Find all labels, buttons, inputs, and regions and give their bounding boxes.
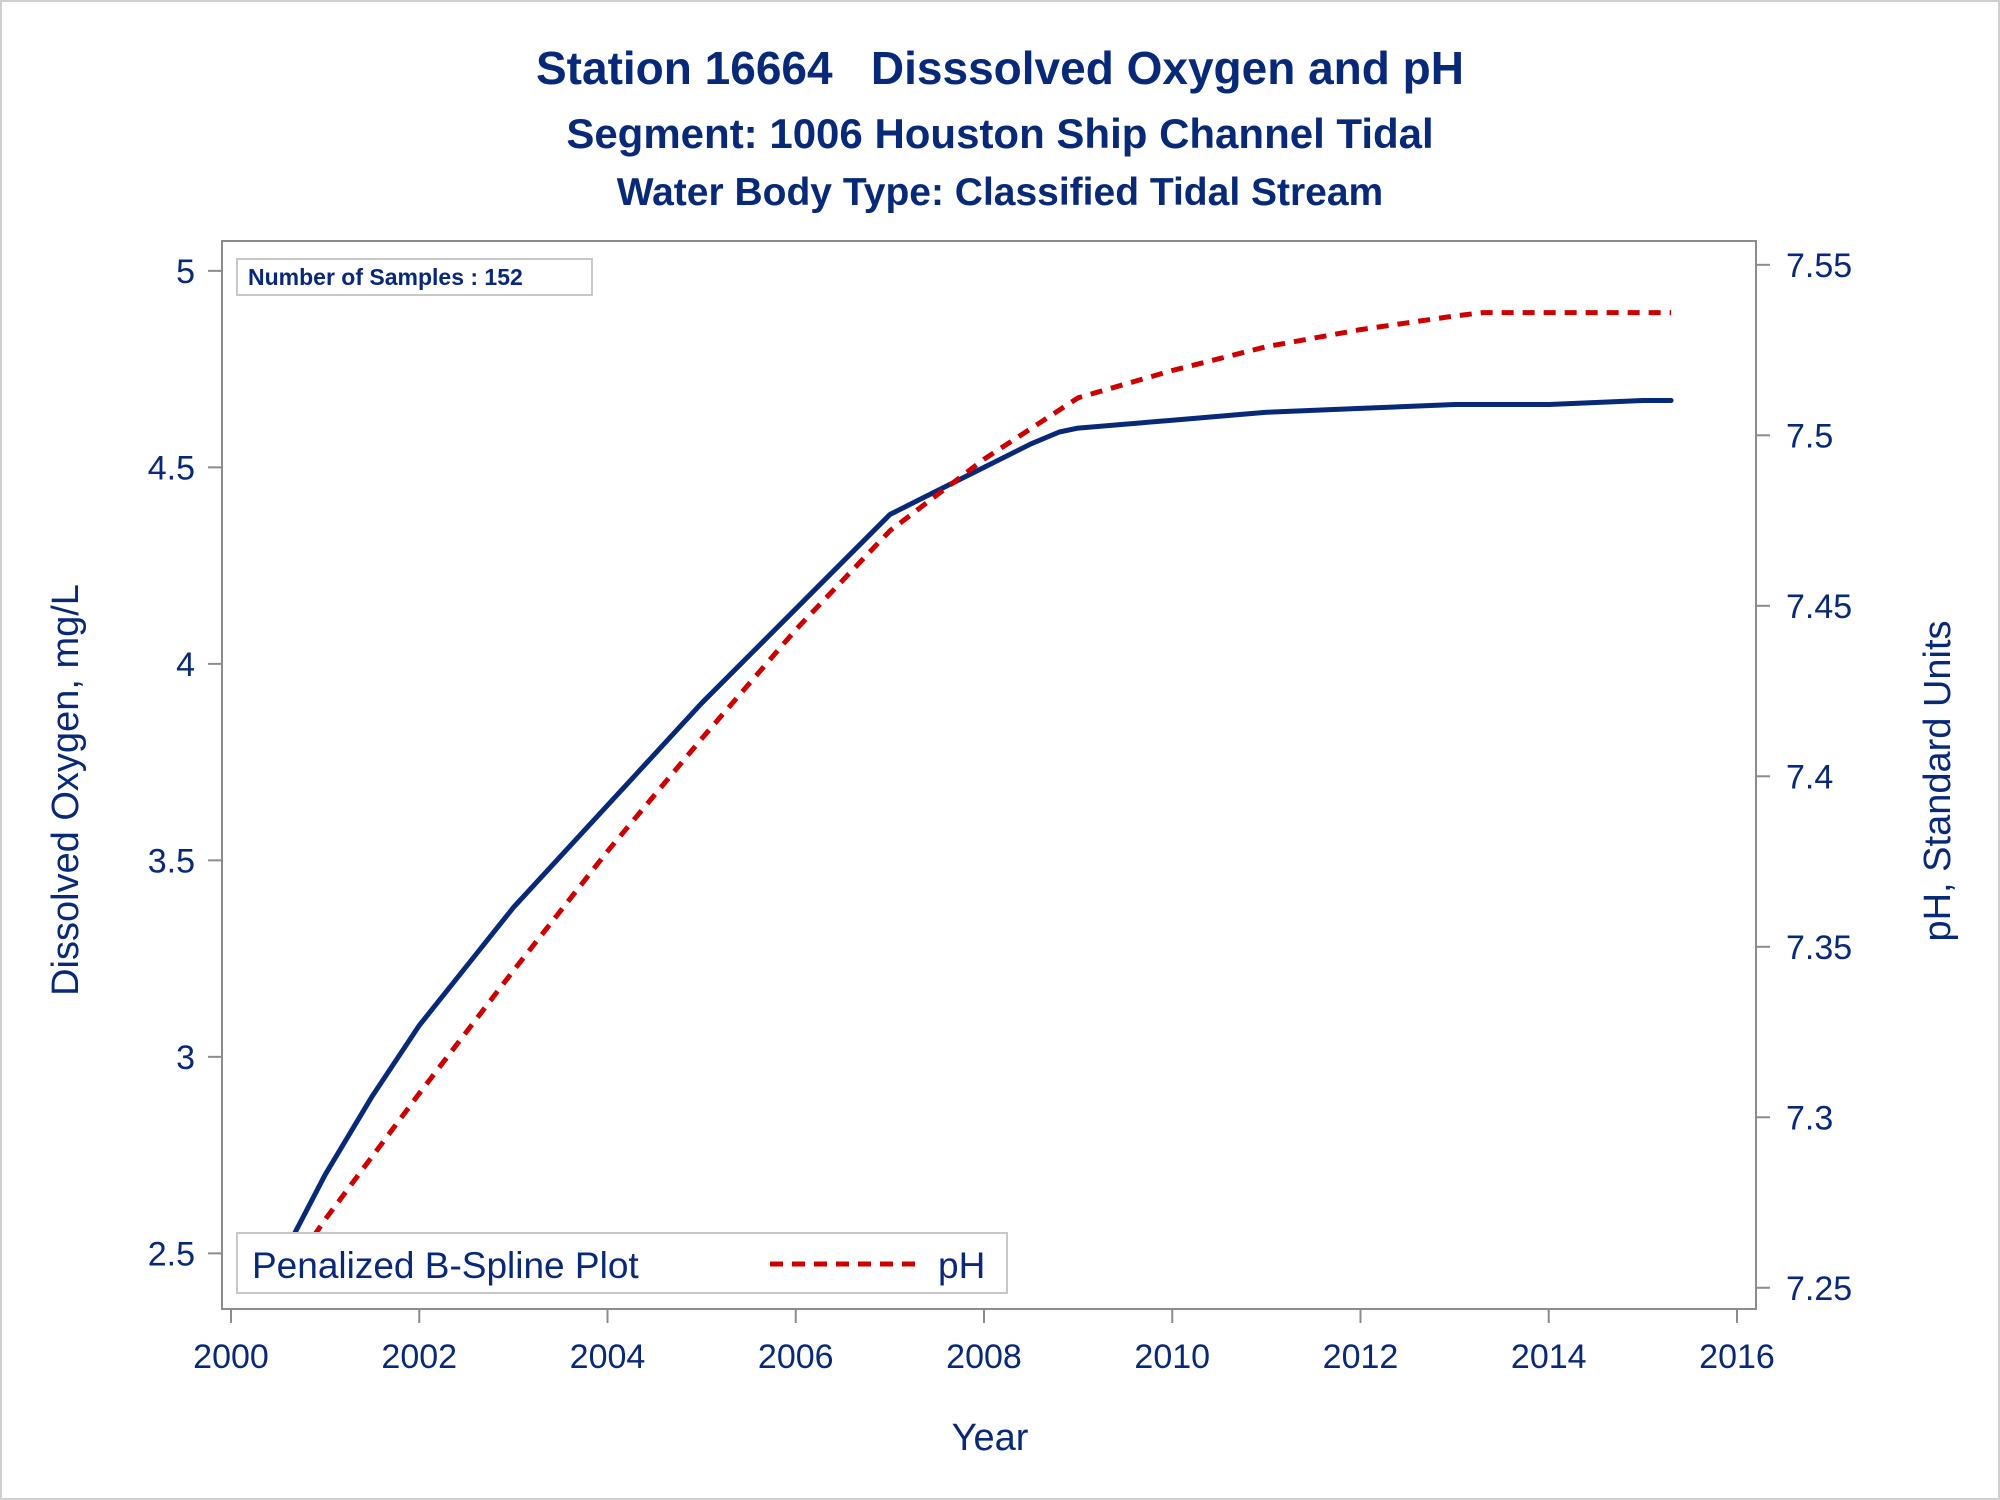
x-tick-label: 2016 <box>1699 1338 1775 1376</box>
y-tick-label: 3 <box>176 1039 195 1077</box>
chart-subtitle-segment: Segment: 1006 Houston Ship Channel Tidal <box>566 110 1433 157</box>
x-tick-label: 2002 <box>381 1338 457 1376</box>
y2-axis-label: pH, Standard Units <box>1917 620 1959 941</box>
x-tick-label: 2014 <box>1511 1338 1587 1376</box>
y-axis-left: 2.5 3 3.5 4 4.5 5 <box>148 253 222 1273</box>
legend-title: Penalized B-Spline Plot <box>252 1245 639 1286</box>
y-axis-label: Dissolved Oxygen, mg/L <box>45 584 87 996</box>
y-tick-label: 4 <box>176 646 195 684</box>
dissolved-oxygen-series-line <box>275 398 1674 1268</box>
sample-count-text: Number of Samples : 152 <box>248 264 523 290</box>
series-layer <box>275 310 1674 1290</box>
y2-tick-label: 7.45 <box>1786 588 1852 626</box>
y-axis-right: 7.25 7.3 7.35 7.4 7.45 7.5 7.55 <box>1756 247 1852 1308</box>
y2-tick-label: 7.5 <box>1786 417 1833 455</box>
y2-tick-label: 7.25 <box>1786 1270 1852 1308</box>
chart-title: Station 16664 Disssolved Oxygen and pH <box>536 42 1464 94</box>
y2-tick-label: 7.35 <box>1786 929 1852 967</box>
x-axis: 2000 2002 2004 2006 2008 2010 2012 2014 2016 <box>193 1309 1775 1376</box>
ph-series-line <box>276 310 1672 1290</box>
x-axis-label: Year <box>952 1417 1029 1459</box>
y-tick-label: 2.5 <box>148 1235 195 1273</box>
y-tick-label: 4.5 <box>148 449 195 487</box>
sample-count-box <box>236 258 593 296</box>
legend <box>236 1232 1008 1294</box>
x-tick-label: 2010 <box>1134 1338 1210 1376</box>
x-tick-label: 2006 <box>758 1338 834 1376</box>
y2-tick-label: 7.3 <box>1786 1099 1833 1137</box>
y2-tick-label: 7.55 <box>1786 247 1852 285</box>
x-tick-label: 2008 <box>946 1338 1022 1376</box>
plot-area <box>221 240 1757 1310</box>
legend-ph-label: pH <box>938 1245 985 1286</box>
y-tick-label: 3.5 <box>148 842 195 880</box>
y-tick-label: 5 <box>176 253 195 291</box>
y2-tick-label: 7.4 <box>1786 758 1833 796</box>
chart-subtitle-water-body: Water Body Type: Classified Tidal Stream <box>617 171 1383 214</box>
x-tick-label: 2004 <box>570 1338 646 1376</box>
x-tick-label: 2012 <box>1323 1338 1399 1376</box>
x-tick-label: 2000 <box>193 1338 269 1376</box>
